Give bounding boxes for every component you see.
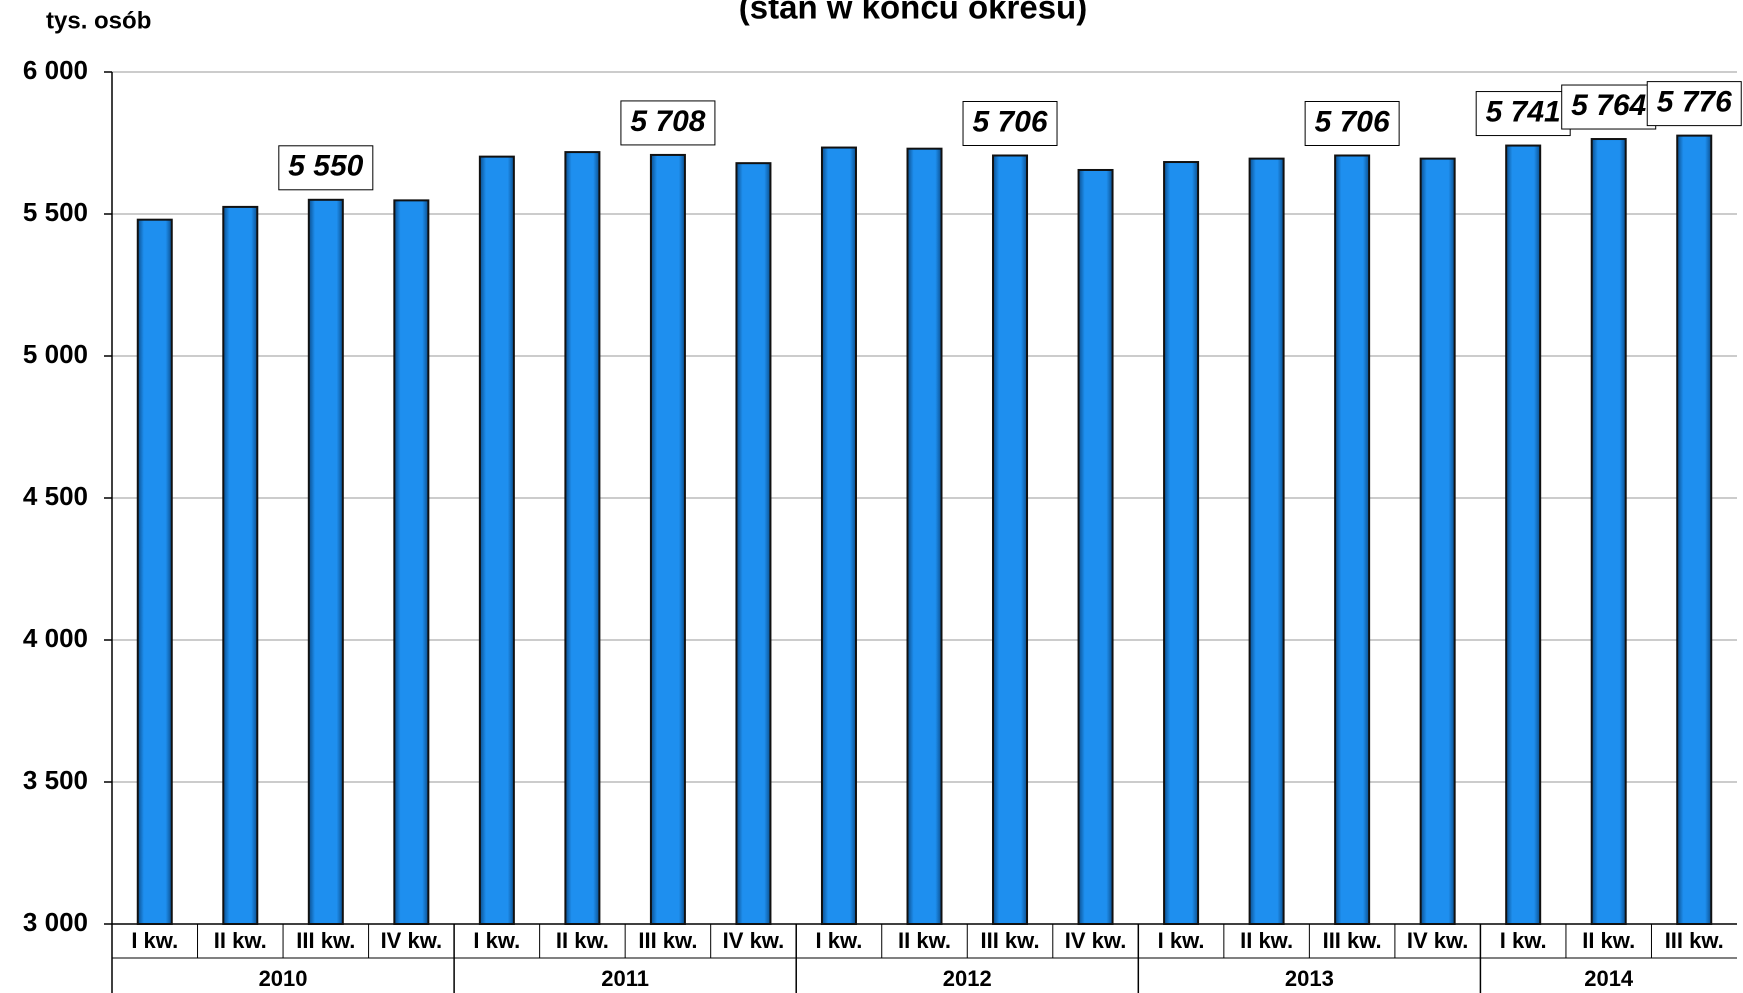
value-label: 5 706 — [1315, 105, 1390, 138]
x-tick-label: IV kw. — [381, 928, 443, 953]
bar — [1334, 154, 1371, 926]
value-label-box — [1475, 91, 1571, 137]
bar — [820, 146, 857, 925]
bar — [1419, 157, 1456, 925]
x-tick-label: II kw. — [214, 928, 267, 953]
value-label-box — [278, 145, 374, 191]
x-tick-label: II kw. — [556, 928, 609, 953]
bar — [1163, 161, 1200, 925]
x-tick-label: III kw. — [638, 928, 697, 953]
x-tick-label: II kw. — [898, 928, 951, 953]
bar — [393, 199, 430, 926]
value-label: 5 776 — [1657, 86, 1732, 119]
bar — [735, 162, 772, 925]
bar — [1248, 157, 1285, 925]
y-tick-label: 3 000 — [23, 907, 88, 937]
bar — [1077, 168, 1114, 926]
y-tick-label: 4 000 — [23, 623, 88, 653]
x-tick-label: I kw. — [473, 928, 520, 953]
value-label: 5 706 — [972, 105, 1047, 138]
bar — [906, 147, 943, 925]
x-tick-label: IV kw. — [1065, 928, 1127, 953]
group-label: 2013 — [1285, 966, 1334, 991]
x-tick-label: I kw. — [1500, 928, 1547, 953]
x-tick-label: I kw. — [816, 928, 863, 953]
group-label: 2012 — [943, 966, 992, 991]
group-label: 2014 — [1584, 966, 1634, 991]
value-label: 5 708 — [630, 105, 705, 138]
y-tick-label: 5 500 — [23, 197, 88, 227]
x-tick-label: IV kw. — [1407, 928, 1469, 953]
value-label-box — [1561, 84, 1657, 130]
y-tick-label: 5 000 — [23, 339, 88, 369]
value-label-box — [1646, 81, 1742, 127]
bar — [136, 218, 173, 925]
x-tick-label: I kw. — [1158, 928, 1205, 953]
x-tick-label: III kw. — [1323, 928, 1382, 953]
bar — [307, 198, 344, 926]
bar — [1505, 144, 1542, 925]
bar — [478, 155, 515, 925]
value-label-box — [962, 100, 1058, 146]
bar — [1676, 134, 1713, 925]
x-tick-label: II kw. — [1582, 928, 1635, 953]
value-label: 5 550 — [288, 150, 363, 183]
x-tick-label: III kw. — [296, 928, 355, 953]
group-label: 2010 — [259, 966, 308, 991]
y-tick-label: 4 500 — [23, 481, 88, 511]
value-label-box — [620, 100, 716, 146]
bar — [649, 153, 686, 926]
x-tick-label: I kw. — [131, 928, 178, 953]
group-label: 2011 — [601, 966, 649, 991]
y-axis-label: tys. osób — [46, 7, 151, 34]
bar — [1590, 138, 1627, 926]
value-label: 5 741 — [1486, 95, 1561, 128]
chart-title: (stan w końcu okresu) — [739, 0, 1087, 26]
value-label-box — [1304, 100, 1400, 146]
x-tick-label: IV kw. — [723, 928, 785, 953]
x-tick-label: II kw. — [1240, 928, 1293, 953]
value-label: 5 764 — [1571, 89, 1646, 122]
x-tick-label: III kw. — [1665, 928, 1724, 953]
bar — [564, 151, 601, 925]
bar — [992, 154, 1029, 926]
y-tick-label: 3 500 — [23, 765, 88, 795]
x-tick-label: III kw. — [980, 928, 1039, 953]
y-tick-label: 6 000 — [23, 55, 88, 85]
bar — [222, 205, 259, 925]
